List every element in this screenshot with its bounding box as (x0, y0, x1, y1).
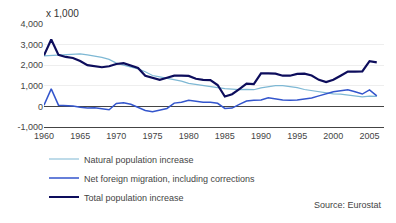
svg-text:1995: 1995 (287, 131, 307, 141)
svg-text:2000: 2000 (323, 131, 343, 141)
svg-text:1960: 1960 (34, 131, 54, 141)
svg-text:1,000: 1,000 (20, 81, 43, 91)
svg-text:2005: 2005 (360, 131, 380, 141)
svg-text:1985: 1985 (215, 131, 235, 141)
svg-text:x 1,000: x 1,000 (46, 8, 79, 19)
svg-text:4,000: 4,000 (20, 19, 43, 29)
svg-text:2,000: 2,000 (20, 60, 43, 70)
svg-text:1980: 1980 (179, 131, 199, 141)
svg-text:Source: Eurostat: Source: Eurostat (314, 200, 382, 210)
svg-text:Net foreign migration, includi: Net foreign migration, including correct… (84, 174, 255, 184)
svg-text:1970: 1970 (106, 131, 126, 141)
svg-text:Natural population increase: Natural population increase (84, 155, 194, 165)
svg-text:1965: 1965 (70, 131, 90, 141)
svg-text:0: 0 (38, 102, 43, 112)
svg-text:3,000: 3,000 (20, 40, 43, 50)
svg-text:1990: 1990 (251, 131, 271, 141)
svg-text:-1,000: -1,000 (17, 122, 43, 132)
svg-text:1975: 1975 (142, 131, 162, 141)
svg-text:Total population increase: Total population increase (84, 193, 184, 203)
